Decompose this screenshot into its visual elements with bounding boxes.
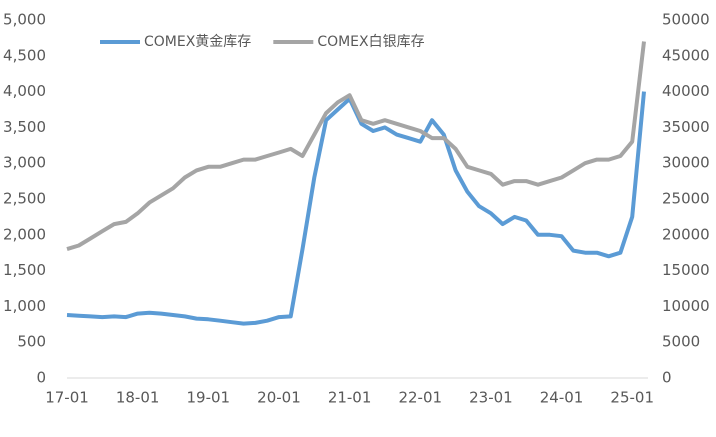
y-tick-label: 4,500 bbox=[3, 46, 46, 64]
x-tick-label: 22-01 bbox=[398, 389, 442, 407]
y-tick-label: 500 bbox=[17, 333, 46, 351]
legend-label: COMEX黄金库存 bbox=[144, 33, 251, 50]
y-tick-label: 2,500 bbox=[3, 190, 46, 208]
x-tick-label: 25-01 bbox=[610, 389, 654, 407]
y2-tick-label: 10000 bbox=[662, 297, 710, 315]
x-tick-label: 18-01 bbox=[116, 389, 160, 407]
legend-label: COMEX白银库存 bbox=[317, 34, 424, 50]
data-line bbox=[66, 91, 646, 326]
y-tick-label: 1,500 bbox=[3, 261, 46, 279]
y-tick-label: 2,000 bbox=[3, 225, 46, 243]
y2-tick-label: 40000 bbox=[662, 82, 710, 100]
x-tick-label: 19-01 bbox=[187, 389, 231, 407]
y2-tick-label: 45000 bbox=[662, 46, 710, 64]
y-tick-label: 5,000 bbox=[3, 11, 46, 29]
y-tick-label: 3,500 bbox=[3, 118, 46, 136]
y2-tick-label: 25000 bbox=[662, 190, 710, 208]
y2-tick-label: 5000 bbox=[662, 333, 700, 351]
y2-tick-label: 35000 bbox=[662, 118, 710, 136]
y-tick-label: 1,000 bbox=[3, 297, 46, 315]
x-tick-label: 21-01 bbox=[328, 389, 372, 407]
y2-tick-label: 0 bbox=[662, 369, 672, 387]
x-tick-label: 20-01 bbox=[257, 389, 301, 407]
y2-tick-label: 30000 bbox=[662, 154, 710, 172]
y2-tick-label: 50000 bbox=[662, 11, 710, 29]
y-tick-label: 3,000 bbox=[3, 154, 46, 172]
x-tick-label: 24-01 bbox=[540, 389, 584, 407]
x-tick-label: 17-01 bbox=[45, 389, 89, 407]
x-tick-label: 23-01 bbox=[469, 389, 513, 407]
y2-tick-label: 15000 bbox=[662, 261, 710, 279]
y-tick-label: 4,000 bbox=[3, 82, 46, 100]
y2-tick-label: 20000 bbox=[662, 225, 710, 243]
y-tick-label: 0 bbox=[36, 369, 46, 387]
data-line bbox=[66, 41, 646, 252]
